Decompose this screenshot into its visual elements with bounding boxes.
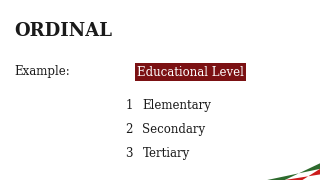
Text: Tertiary: Tertiary <box>142 147 190 160</box>
Text: 2: 2 <box>125 123 133 136</box>
Text: Secondary: Secondary <box>142 123 205 136</box>
Text: 1: 1 <box>125 99 133 112</box>
Text: ORDINAL: ORDINAL <box>14 22 112 40</box>
Text: Elementary: Elementary <box>142 99 211 112</box>
Polygon shape <box>285 169 320 180</box>
Polygon shape <box>267 163 320 180</box>
Text: Example:: Example: <box>14 66 70 78</box>
Polygon shape <box>302 174 320 180</box>
Text: 3: 3 <box>125 147 133 160</box>
Text: Educational Level: Educational Level <box>137 66 244 78</box>
